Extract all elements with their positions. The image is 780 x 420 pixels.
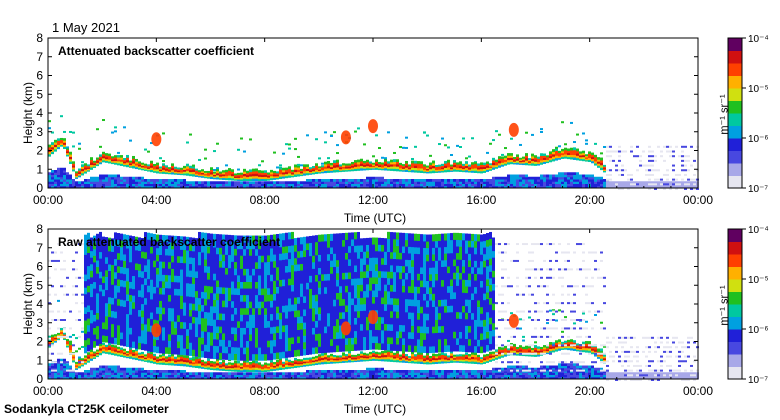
colorbar-swatch xyxy=(728,63,742,76)
colorbar-tick-label: 10⁻⁷ xyxy=(748,375,768,386)
y-tick-label: 8 xyxy=(36,222,43,236)
x-tick-label: 00:00 xyxy=(683,193,713,207)
y-tick-label: 0 xyxy=(36,372,43,386)
colorbar-swatch xyxy=(728,329,742,342)
y-tick-label: 0 xyxy=(36,181,43,195)
panel2-y-axis-label: Height (km) xyxy=(21,273,35,336)
colorbar-swatch xyxy=(728,150,742,164)
colorbar-swatch xyxy=(728,175,742,189)
x-tick-label: 04:00 xyxy=(141,193,171,207)
panel1-colorbar-label: m⁻¹ sr⁻¹ xyxy=(718,94,731,135)
cloud-patch xyxy=(368,119,378,134)
x-tick-label: 12:00 xyxy=(358,384,388,398)
y-tick-label: 8 xyxy=(36,31,43,45)
colorbar-swatch xyxy=(728,291,742,305)
colorbar-tick-label: 10⁻⁶ xyxy=(748,134,769,145)
y-tick-label: 5 xyxy=(36,278,43,292)
cloud-patch xyxy=(340,130,351,145)
y-tick-label: 2 xyxy=(36,144,43,158)
backscatter-field xyxy=(48,115,699,190)
colorbar-swatch xyxy=(728,38,742,51)
date-label: 1 May 2021 xyxy=(52,20,120,35)
colorbar-swatch xyxy=(728,88,742,101)
y-tick-label: 7 xyxy=(36,241,43,255)
colorbar-swatch xyxy=(728,75,742,89)
colorbar: 10⁻⁷ 10⁻⁶ 10⁻⁵ 10⁻⁴ xyxy=(727,225,769,386)
instrument-label: Sodankyla CT25K ceilometer xyxy=(4,402,169,416)
colorbar-swatch xyxy=(728,241,742,255)
x-tick-label: 16:00 xyxy=(466,384,496,398)
y-tick-label: 6 xyxy=(36,260,43,274)
x-axis: 00:00 04:00 08:00 12:00 16:00 20:00 00:00 xyxy=(33,38,713,207)
y-axis: 0 1 2 3 4 5 6 7 8 xyxy=(36,222,698,386)
y-tick-label: 6 xyxy=(36,69,43,83)
colorbar-tick-label: 10⁻⁵ xyxy=(748,275,769,286)
x-tick-label: 04:00 xyxy=(141,384,171,398)
y-axis: 0 1 2 3 4 5 6 7 8 xyxy=(36,31,698,195)
x-tick-label: 12:00 xyxy=(358,193,388,207)
x-tick-label: 00:00 xyxy=(33,384,63,398)
cloud-patch xyxy=(368,310,378,325)
y-tick-label: 7 xyxy=(36,50,43,64)
colorbar-frame xyxy=(727,228,743,380)
colorbar-swatch xyxy=(728,50,742,64)
colorbar-swatch xyxy=(728,354,742,367)
colorbar-swatch xyxy=(728,100,742,114)
x-tick-label: 00:00 xyxy=(33,193,63,207)
x-tick-label: 20:00 xyxy=(575,193,605,207)
colorbar-tick-label: 10⁻⁴ xyxy=(748,34,769,45)
colorbar-swatch xyxy=(728,138,742,151)
colorbar-tick-label: 10⁻⁶ xyxy=(748,325,769,336)
y-tick-label: 3 xyxy=(36,125,43,139)
colorbar-tick-label: 10⁻⁷ xyxy=(748,184,768,195)
colorbar-tick-label: 10⁻⁵ xyxy=(748,84,769,95)
cloud-patch xyxy=(151,323,162,338)
colorbar-swatch xyxy=(728,304,742,317)
y-tick-label: 1 xyxy=(36,353,43,367)
colorbar-swatch xyxy=(728,113,742,126)
x-tick-label: 00:00 xyxy=(683,384,713,398)
x-tick-label: 20:00 xyxy=(575,384,605,398)
y-tick-label: 3 xyxy=(36,316,43,330)
colorbar-swatch xyxy=(728,341,742,355)
colorbar-swatch xyxy=(728,254,742,267)
y-tick-label: 4 xyxy=(36,297,43,311)
panel1-x-axis-label: Time (UTC) xyxy=(343,211,407,225)
x-tick-label: 08:00 xyxy=(250,384,280,398)
x-tick-label: 16:00 xyxy=(466,193,496,207)
x-axis: 00:00 04:00 08:00 12:00 16:00 20:00 00:00 xyxy=(33,229,713,398)
y-tick-label: 2 xyxy=(36,335,43,349)
colorbar-swatch xyxy=(728,163,742,176)
colorbar-frame xyxy=(727,37,743,189)
panel2-x-axis-label: Time (UTC) xyxy=(343,402,407,416)
colorbar-swatch xyxy=(728,366,742,380)
y-tick-label: 1 xyxy=(36,162,43,176)
colorbar-swatch xyxy=(728,266,742,280)
panel2-colorbar-label: m⁻¹ sr⁻¹ xyxy=(718,285,731,326)
colorbar-swatch xyxy=(728,316,742,330)
colorbar-swatch xyxy=(728,279,742,292)
y-tick-label: 5 xyxy=(36,87,43,101)
backscatter-field xyxy=(48,231,699,381)
x-tick-label: 08:00 xyxy=(250,193,280,207)
cloud-patch xyxy=(340,321,351,336)
colorbar: 10⁻⁷ 10⁻⁶ 10⁻⁵ 10⁻⁴ xyxy=(727,34,769,195)
colorbar-tick-label: 10⁻⁴ xyxy=(748,225,769,236)
cloud-patch xyxy=(508,313,519,328)
colorbar-swatch xyxy=(728,229,742,242)
cloud-patch xyxy=(151,132,162,147)
colorbar-swatch xyxy=(728,125,742,139)
cloud-patch xyxy=(508,122,519,137)
y-tick-label: 4 xyxy=(36,106,43,120)
panel1-y-axis-label: Height (km) xyxy=(21,82,35,145)
